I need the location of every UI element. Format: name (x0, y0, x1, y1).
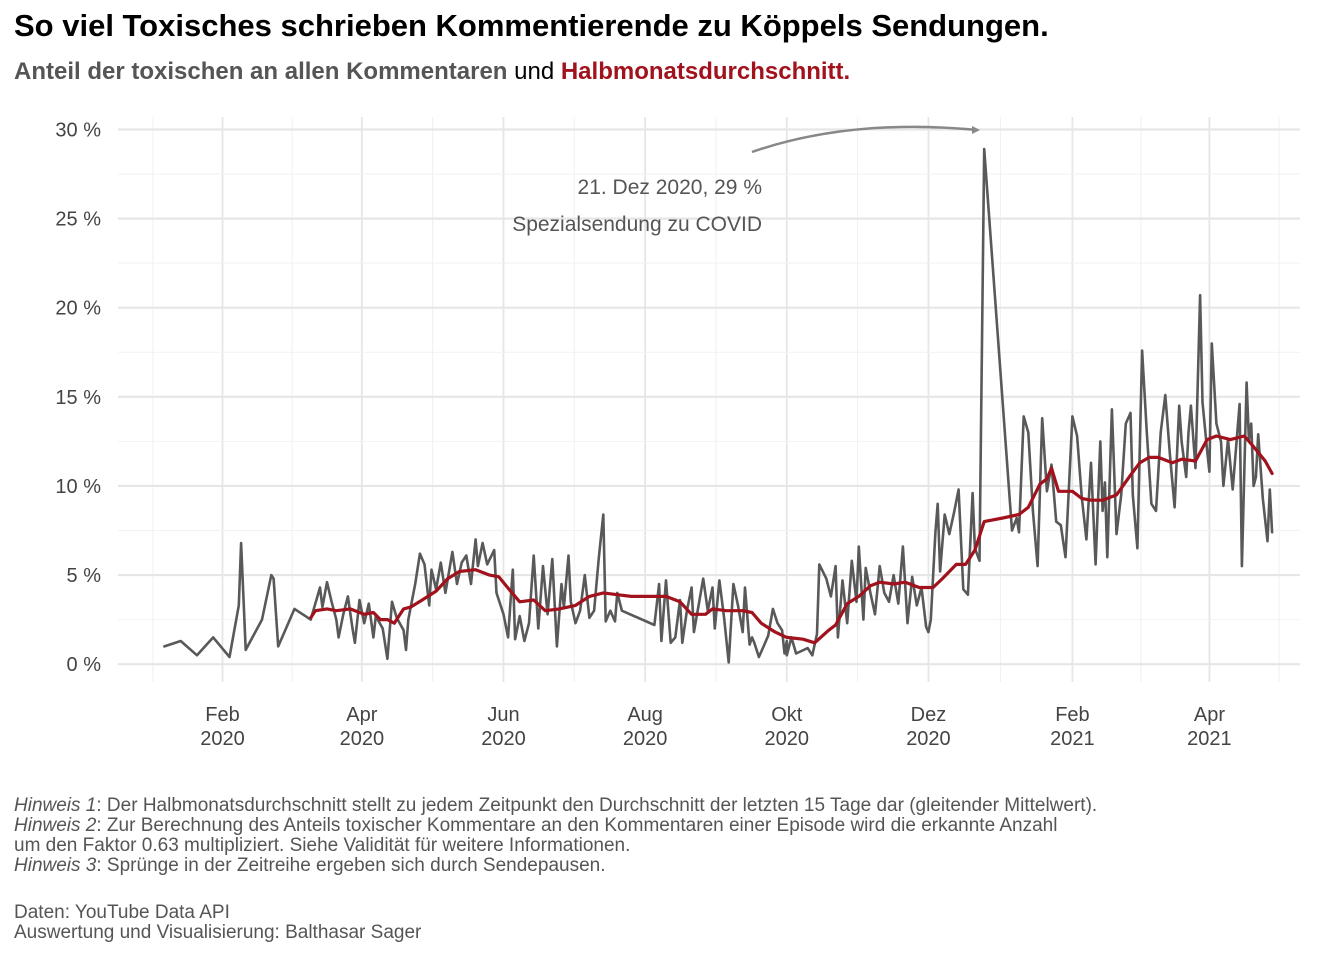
annotation-description: Spezialsendung zu COVID (512, 213, 762, 236)
y-tick-label: 10 % (55, 476, 101, 498)
chart-subtitle: Anteil der toxischen an allen Kommentare… (14, 58, 850, 86)
note-line: Hinweis 1: Der Halbmonatsdurchschnitt st… (14, 796, 1097, 816)
y-tick-label: 20 % (55, 298, 101, 320)
raw-series-layer (163, 147, 1274, 664)
x-tick-label: Feb (205, 704, 239, 726)
x-tick-label: Dez (911, 704, 947, 726)
x-tick-year-label: 2020 (623, 728, 668, 750)
x-tick-year-label: 2021 (1187, 728, 1232, 750)
note-text: : Sprünge in der Zeitreihe ergeben sich … (96, 855, 606, 876)
x-tick-year-label: 2020 (906, 728, 951, 750)
subtitle-average-series-label: Halbmonatsdurchschnitt (560, 58, 844, 85)
y-tick-label: 0 % (67, 654, 102, 676)
line-chart: 0 %5 %10 %15 %20 %25 %30 %Feb2020Apr2020… (55, 117, 1300, 750)
x-tick-label: Feb (1055, 704, 1089, 726)
credits: Daten: YouTube Data API Auswertung und V… (14, 903, 421, 943)
x-tick-year-label: 2020 (200, 728, 245, 750)
x-tick-year-label: 2021 (1050, 728, 1095, 750)
x-tick-label: Apr (1194, 704, 1225, 726)
x-tick-label: Jun (487, 704, 519, 726)
data-source: Daten: YouTube Data API (14, 902, 230, 923)
author-credit: Auswertung und Visualisierung: Balthasar… (14, 922, 422, 943)
x-tick-year-label: 2020 (481, 728, 526, 750)
note-text: : Der Halbmonatsdurchschnitt stellt zu j… (96, 795, 1098, 816)
note-line: Hinweis 2: Zur Berechnung des Anteils to… (14, 816, 1097, 836)
y-tick-label: 30 % (55, 119, 101, 141)
notes: Hinweis 1: Der Halbmonatsdurchschnitt st… (14, 796, 1097, 876)
note-label: Hinweis 2 (14, 815, 97, 836)
x-tick-label: Okt (771, 704, 803, 726)
annotation-arrow (751, 125, 978, 154)
average-series-line (309, 434, 1274, 645)
note-line: Hinweis 3: Sprünge in der Zeitreihe erge… (14, 856, 1097, 876)
y-tick-label: 5 % (67, 565, 102, 587)
note-line: um den Faktor 0.63 multipliziert. Siehe … (14, 836, 1097, 856)
subtitle-raw-series-label: Anteil der toxischen an allen Kommentare… (14, 58, 508, 85)
x-tick-year-label: 2020 (765, 728, 810, 750)
note-text: um den Faktor 0.63 multipliziert. Siehe … (14, 835, 631, 856)
average-series-layer (309, 434, 1274, 645)
raw-series-line (163, 147, 1274, 664)
note-text: : Zur Berechnung des Anteils toxischer K… (96, 815, 1058, 836)
note-label: Hinweis 1 (14, 795, 97, 816)
subtitle-connector: und (507, 58, 561, 85)
x-tick-year-label: 2020 (340, 728, 385, 750)
axis-labels: 0 %5 %10 %15 %20 %25 %30 %Feb2020Apr2020… (55, 119, 1231, 750)
grid-lines (118, 117, 1300, 682)
x-tick-label: Aug (627, 704, 663, 726)
y-tick-label: 15 % (55, 387, 101, 409)
annotation-arrowhead (972, 126, 980, 134)
note-label: Hinweis 3 (14, 855, 97, 876)
y-tick-label: 25 % (55, 209, 101, 231)
x-tick-label: Apr (346, 704, 377, 726)
chart-title: So viel Toxisches schrieben Kommentieren… (14, 8, 1049, 43)
annotation: 21. Dez 2020, 29 % Spezialsendung zu COV… (512, 125, 980, 236)
annotation-date-value: 21. Dez 2020, 29 % (578, 176, 762, 199)
subtitle-period: . (843, 58, 851, 85)
